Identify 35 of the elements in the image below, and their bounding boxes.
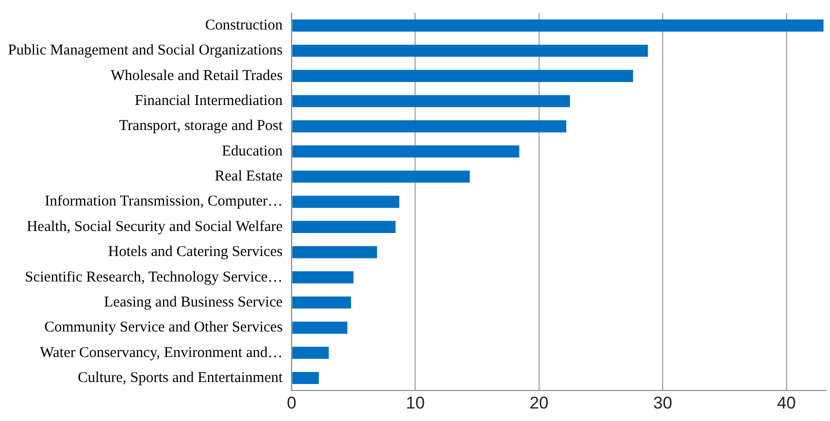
x-tick-label: 0 [286, 393, 296, 412]
bar [292, 145, 520, 158]
y-tick-label: Transport, storage and Post [119, 118, 284, 134]
x-tick-label: 10 [406, 393, 425, 412]
bar [292, 246, 378, 258]
y-tick-label: Community Service and Other Services [44, 320, 283, 336]
y-tick-label: Information Transmission, Computer… [44, 194, 283, 210]
bar [292, 170, 470, 183]
y-tick-label: Water Conservancy, Environment and… [40, 344, 283, 361]
y-tick-label: Financial Intermediation [134, 93, 284, 110]
bar [292, 95, 570, 108]
bar [292, 322, 348, 334]
y-tick-label: Education [222, 143, 284, 160]
x-tick-label: 20 [530, 393, 548, 412]
bar [292, 372, 319, 384]
y-tick-label: Construction [205, 18, 284, 34]
bar [292, 220, 396, 234]
x-tick-label: 40 [776, 393, 796, 412]
y-tick-label: Culture, Sports and Entertainment [78, 370, 284, 386]
y-tick-label: Scientific Research, Technology Service… [24, 269, 283, 286]
bar [292, 271, 354, 284]
y-tick-label: Hotels and Catering Services [108, 244, 283, 260]
bar [292, 70, 634, 82]
x-tick-label: 30 [653, 393, 672, 412]
y-tick-label: Public Management and Social Organizations [8, 42, 283, 59]
bar [292, 120, 566, 132]
y-tick-label: Health, Social Security and Social Welfare [26, 218, 283, 235]
y-tick-label: Real Estate [214, 168, 283, 185]
y-tick-label: Leasing and Business Service [104, 294, 283, 310]
bar [292, 346, 329, 359]
bar [292, 196, 400, 208]
y-tick-label: Wholesale and Retail Trades [110, 68, 283, 84]
bar [292, 296, 352, 309]
bar [292, 20, 824, 32]
bar [292, 44, 648, 57]
